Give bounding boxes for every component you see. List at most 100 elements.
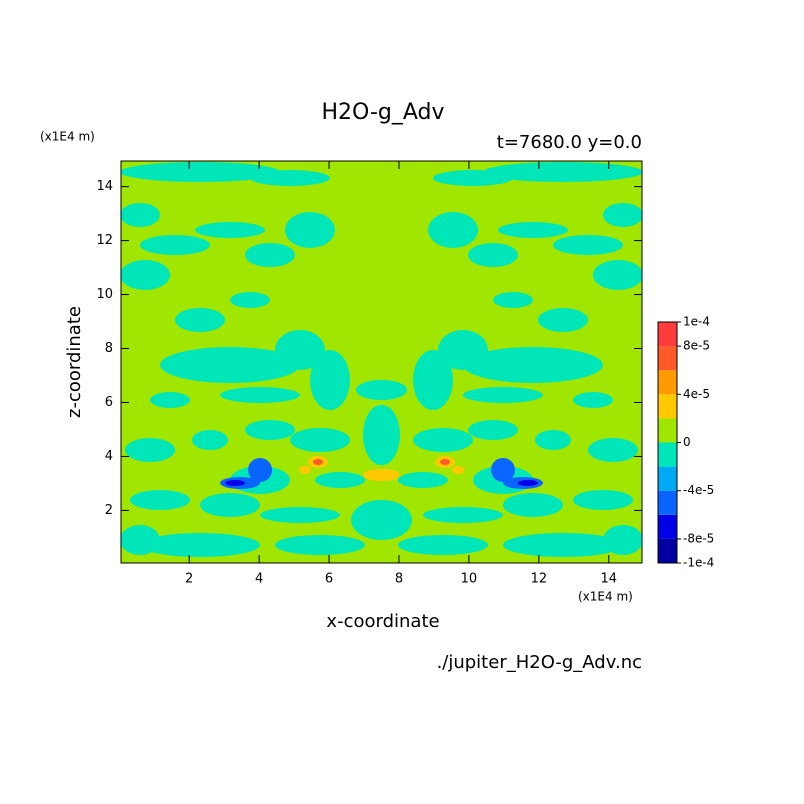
contour-region	[248, 458, 272, 482]
contour-region	[440, 459, 450, 465]
colorbar-segment	[658, 442, 677, 467]
contour-region	[310, 350, 350, 410]
y-unit: (x1E4 m)	[40, 130, 95, 144]
file-name: ./jupiter_H2O-g_Adv.nc	[437, 652, 642, 673]
contour-region	[498, 222, 568, 238]
x-tick-label: 12	[531, 572, 548, 587]
colorbar-segment	[658, 466, 677, 491]
x-unit: (x1E4 m)	[578, 590, 633, 604]
colorbar-segment	[658, 418, 677, 443]
contour-region	[245, 420, 295, 440]
contour-region	[285, 212, 335, 248]
contour-region	[433, 170, 513, 186]
contour-region	[275, 535, 365, 555]
colorbar-label: 1e-4	[683, 315, 710, 329]
contour-region	[503, 493, 563, 517]
contour-region	[364, 405, 400, 465]
contour-region	[150, 392, 190, 408]
contour-region	[125, 438, 175, 462]
contour-region	[493, 292, 533, 308]
contour-region	[553, 235, 623, 255]
chart-subtitle: t=7680.0 y=0.0	[497, 132, 642, 153]
colorbar-segment	[658, 322, 677, 347]
contour-region	[603, 203, 642, 227]
y-tick-label: 12	[96, 233, 113, 248]
contour-region	[195, 222, 265, 238]
contour-region	[491, 458, 515, 482]
contour-region	[140, 235, 210, 255]
contour-region	[423, 507, 503, 523]
colorbar-label: 4e-5	[683, 387, 710, 401]
y-axis-label: z-coordinate	[64, 306, 85, 418]
contour-region	[121, 525, 160, 555]
contour-region	[260, 507, 340, 523]
colorbar-segment	[658, 514, 677, 539]
colorbar-segment	[658, 346, 677, 371]
contour-region	[352, 500, 412, 540]
contour-region	[315, 472, 365, 488]
x-tick-label: 10	[461, 572, 478, 587]
plot-frame	[120, 160, 643, 564]
contour-region	[438, 330, 488, 370]
contour-region	[603, 525, 642, 555]
y-tick-label: 6	[105, 395, 113, 410]
colorbar-label: 0	[683, 435, 691, 449]
contour-region	[290, 428, 350, 452]
contour-region	[535, 430, 571, 450]
contour-field	[121, 161, 642, 563]
x-tick-label: 2	[185, 572, 193, 587]
colorbar-label: -8e-5	[683, 531, 714, 545]
contour-region	[413, 350, 453, 410]
colorbar-label: 8e-5	[683, 339, 710, 353]
contour-region	[538, 308, 588, 332]
contour-region	[483, 162, 642, 182]
contour-region	[468, 420, 518, 440]
x-tick-label: 4	[255, 572, 263, 587]
contour-region	[503, 533, 623, 557]
contour-region	[573, 490, 633, 510]
contour-region	[130, 490, 190, 510]
contour-region	[121, 162, 280, 182]
contour-region	[245, 243, 295, 267]
contour-region	[250, 170, 330, 186]
x-tick-label: 8	[395, 572, 403, 587]
contour-region	[398, 472, 448, 488]
contour-region	[275, 330, 325, 370]
contour-region	[121, 260, 170, 290]
y-tick-label: 4	[105, 449, 113, 464]
y-tick-label: 14	[96, 179, 113, 194]
contour-region	[398, 535, 488, 555]
chart-title: H2O-g_Adv	[321, 100, 444, 125]
contour-region	[357, 380, 407, 400]
colorbar-segment	[658, 370, 677, 395]
contour-region	[518, 480, 538, 486]
contour-region	[299, 466, 311, 474]
contour-region	[588, 438, 638, 462]
x-tick-label: 6	[325, 572, 333, 587]
colorbar-segment	[658, 394, 677, 419]
contour-region	[192, 430, 228, 450]
contour-region	[468, 243, 518, 267]
contour-region	[140, 533, 260, 557]
contour-region	[463, 387, 543, 403]
contour-region	[121, 203, 160, 227]
contour-region	[413, 428, 473, 452]
contour-region	[593, 260, 642, 290]
contour-region	[452, 466, 464, 474]
contour-region	[175, 308, 225, 332]
colorbar-label: -4e-5	[683, 483, 714, 497]
contour-region	[230, 292, 270, 308]
contour-region	[160, 347, 300, 383]
contour-region	[428, 212, 478, 248]
x-axis-label: x-coordinate	[326, 611, 439, 632]
contour-region	[220, 387, 300, 403]
y-tick-label: 8	[105, 341, 113, 356]
y-tick-label: 10	[96, 287, 113, 302]
y-tick-label: 2	[105, 503, 113, 518]
contour-region	[313, 459, 323, 465]
contour-region	[573, 392, 613, 408]
colorbar-segment	[658, 538, 677, 563]
contour-region	[225, 480, 245, 486]
